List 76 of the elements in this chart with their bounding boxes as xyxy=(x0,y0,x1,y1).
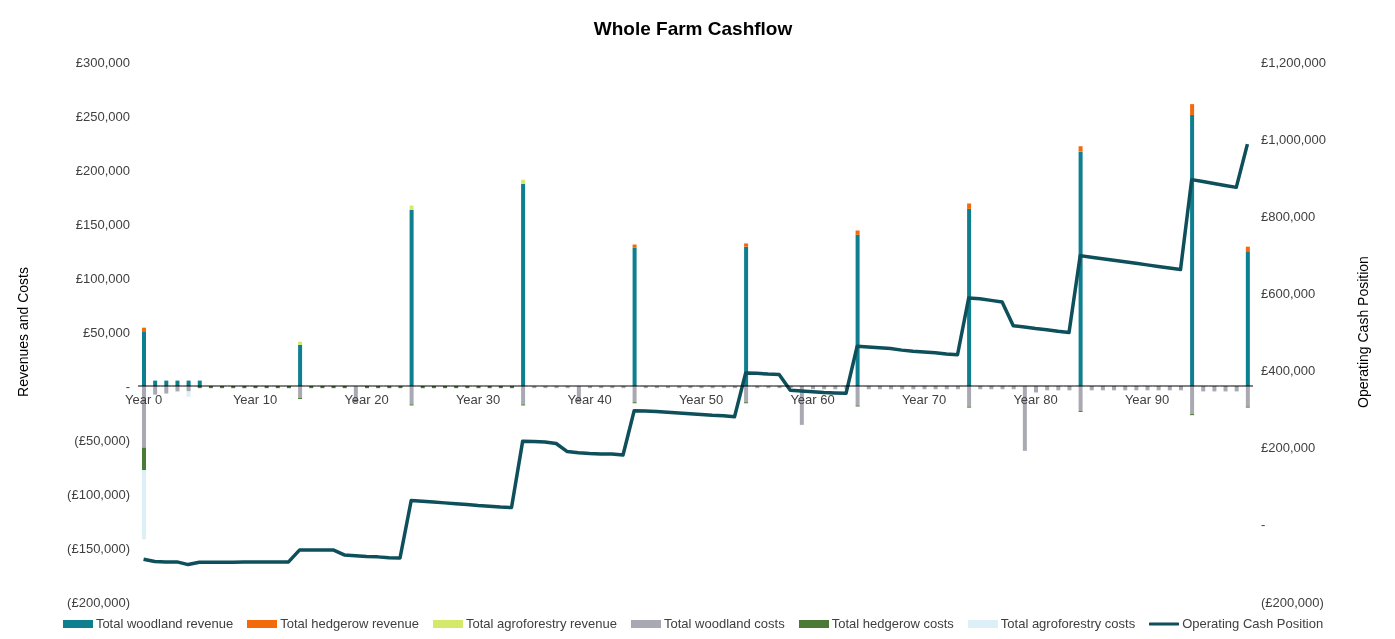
y2-axis-title: Operating Cash Position xyxy=(1354,256,1371,408)
bar xyxy=(744,246,749,386)
bar xyxy=(298,344,303,386)
x-tick-label: Year 70 xyxy=(901,392,947,407)
x-tick-label: Year 30 xyxy=(455,392,501,407)
bar xyxy=(632,244,637,248)
y-tick-label: (£50,000) xyxy=(74,432,130,448)
bar xyxy=(967,386,972,407)
y2-tick-label: - xyxy=(1261,517,1266,533)
legend-label: Total agroforestry revenue xyxy=(465,616,617,631)
bar xyxy=(1190,114,1195,386)
x-tick-label: Year 60 xyxy=(790,392,835,407)
legend-label: Total agroforestry costs xyxy=(1000,616,1136,631)
bar xyxy=(298,386,303,398)
bar xyxy=(744,243,749,247)
bar xyxy=(142,332,146,386)
bar xyxy=(855,230,860,235)
y2-tick-label: (£200,000) xyxy=(1261,594,1324,610)
bar xyxy=(855,234,860,386)
y-tick-label: (£200,000) xyxy=(67,594,130,610)
y2-tick-label: £1,000,000 xyxy=(1261,131,1327,147)
bar xyxy=(142,447,146,471)
bar xyxy=(1190,104,1195,115)
y-tick-label: £200,000 xyxy=(75,162,130,178)
x-tick-label: Year 50 xyxy=(678,392,724,407)
bar xyxy=(409,209,414,386)
bar xyxy=(164,386,169,394)
legend-label: Operating Cash Position xyxy=(1182,616,1324,631)
x-tick-label: Year 90 xyxy=(1124,392,1170,407)
x-tick-label: Year 10 xyxy=(232,392,278,407)
bar xyxy=(409,386,414,405)
bar xyxy=(744,386,749,403)
bar xyxy=(186,391,191,397)
bar xyxy=(1245,386,1250,407)
x-tick-label: Year 0 xyxy=(125,392,163,407)
y-tick-label: (£150,000) xyxy=(67,540,130,556)
y-tick-label: £300,000 xyxy=(75,54,130,70)
bar xyxy=(142,327,146,332)
y-axis-title: Revenues and Costs xyxy=(14,267,31,397)
x-tick-label: Year 40 xyxy=(567,392,612,407)
bar xyxy=(153,386,158,395)
bar xyxy=(967,203,972,209)
bar xyxy=(855,386,860,406)
y-tick-label: £50,000 xyxy=(83,324,130,340)
y2-tick-label: £1,200,000 xyxy=(1261,54,1327,70)
bar xyxy=(1245,252,1250,386)
bar xyxy=(409,205,414,210)
bar xyxy=(967,208,972,386)
y-tick-label: £100,000 xyxy=(75,270,130,286)
bar xyxy=(632,386,637,403)
legend-label: Total hedgerow revenue xyxy=(280,616,419,631)
bar xyxy=(1245,246,1250,253)
y-tick-label: £250,000 xyxy=(75,108,130,124)
bar xyxy=(142,470,146,540)
y-tick-label: (£100,000) xyxy=(67,486,130,502)
y-tick-label: £150,000 xyxy=(75,216,130,232)
legend-label: Total woodland revenue xyxy=(95,616,234,631)
bar xyxy=(1078,146,1083,152)
chart-title: Whole Farm Cashflow xyxy=(592,18,794,40)
bar xyxy=(1190,386,1195,415)
x-tick-label: Year 20 xyxy=(344,392,389,407)
bar xyxy=(1078,151,1083,386)
x-tick-label: Year 80 xyxy=(1013,392,1058,407)
bar xyxy=(1078,386,1083,411)
y2-tick-label: £400,000 xyxy=(1261,363,1316,379)
bar xyxy=(298,341,303,345)
bar xyxy=(521,386,526,405)
y-tick-label: - xyxy=(125,378,130,394)
bar xyxy=(521,179,526,185)
y2-tick-label: £800,000 xyxy=(1261,208,1316,224)
legend-label: Total hedgerow costs xyxy=(831,616,954,631)
y2-tick-label: £600,000 xyxy=(1261,286,1316,302)
legend-label: Total woodland costs xyxy=(664,616,785,631)
y2-tick-label: £200,000 xyxy=(1261,440,1316,456)
bar xyxy=(632,247,637,386)
bar xyxy=(521,184,526,386)
